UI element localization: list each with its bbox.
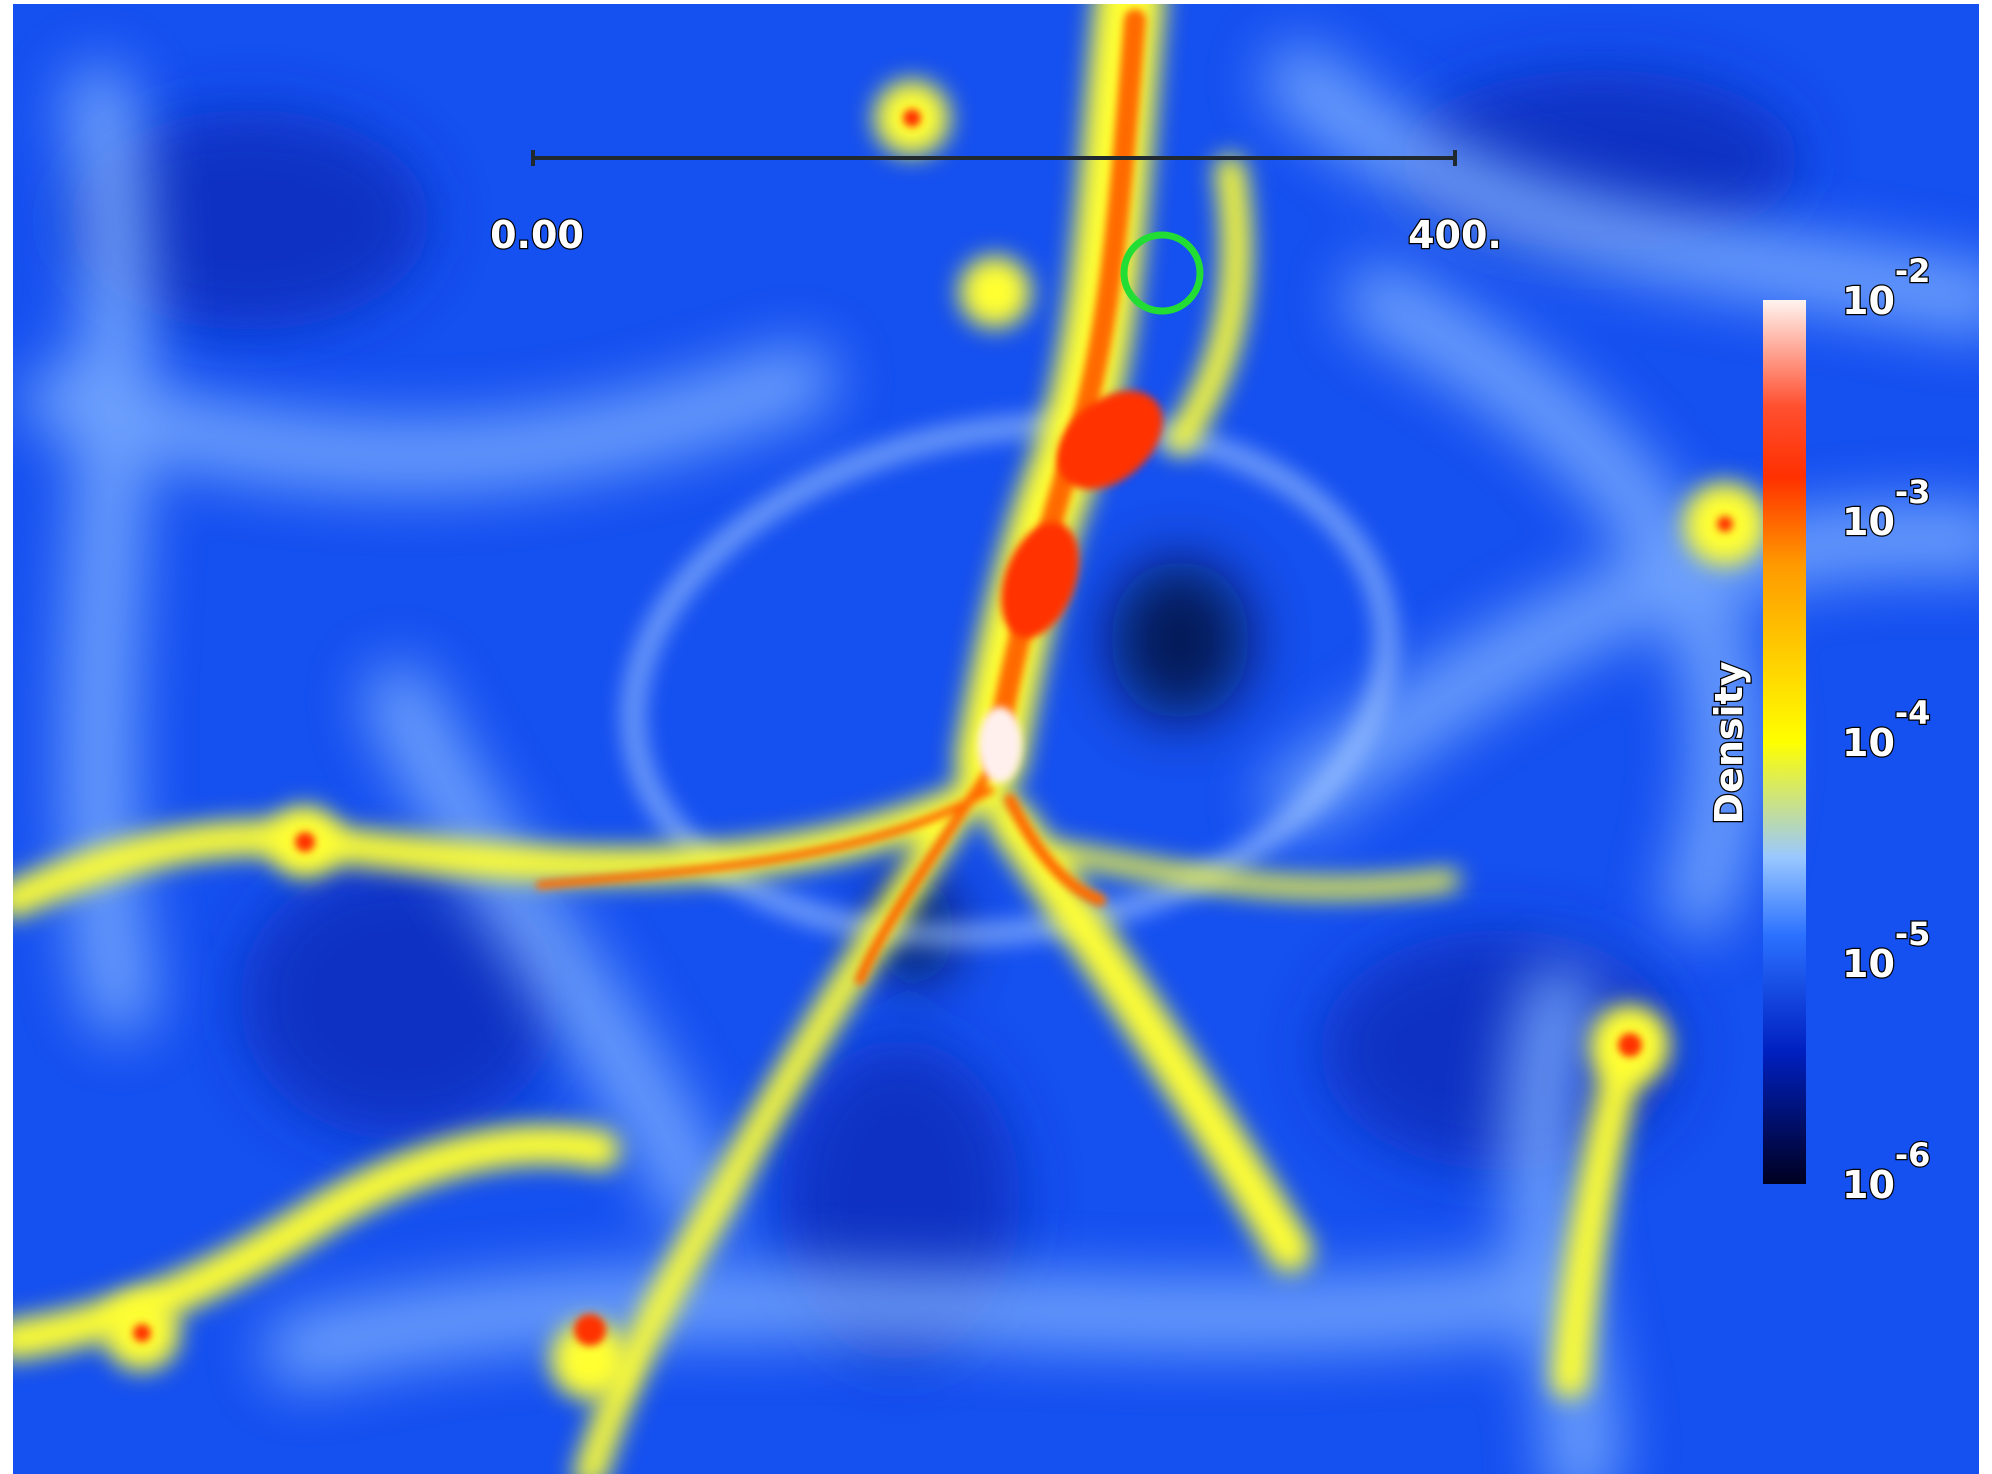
scale-end-label: 400. <box>1408 213 1502 257</box>
colorbar-tick-label: 10-5 <box>1842 915 1930 986</box>
colorbar-tick-label: 10-2 <box>1842 252 1930 323</box>
colorbar-tick-label: 10-6 <box>1842 1136 1930 1207</box>
tick-exponent: -5 <box>1895 915 1931 953</box>
tick-exponent: -3 <box>1895 473 1931 511</box>
highlight-circle <box>1120 231 1204 315</box>
tick-base: 10 <box>1842 721 1895 765</box>
colorbar <box>1763 300 1806 1184</box>
tick-exponent: -6 <box>1895 1136 1931 1174</box>
tick-exponent: -4 <box>1895 694 1931 732</box>
colorbar-tick-label: 10-4 <box>1842 694 1930 765</box>
tick-base: 10 <box>1842 500 1895 544</box>
density-field <box>13 4 1979 1474</box>
tick-base: 10 <box>1842 1163 1895 1207</box>
tick-base: 10 <box>1842 279 1895 323</box>
colorbar-title: Density <box>1707 661 1751 824</box>
scale-start-label: 0.00 <box>490 213 584 257</box>
tick-base: 10 <box>1842 942 1895 986</box>
tick-exponent: -2 <box>1895 252 1931 290</box>
colorbar-ticks: 10-210-310-410-510-6 <box>1841 251 1932 1209</box>
colorbar-tick-label: 10-3 <box>1842 473 1930 544</box>
